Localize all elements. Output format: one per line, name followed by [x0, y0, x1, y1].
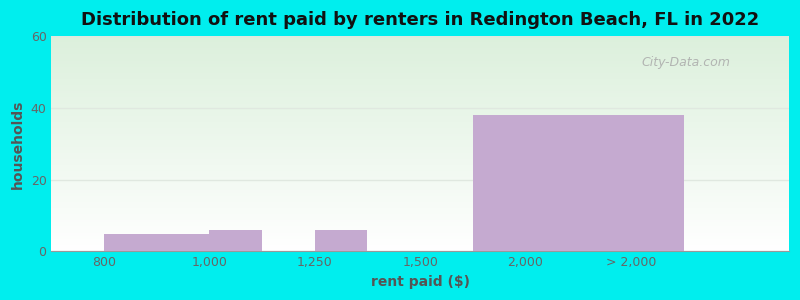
Y-axis label: households: households — [11, 99, 25, 188]
Bar — [104, 233, 210, 251]
X-axis label: rent paid ($): rent paid ($) — [370, 275, 470, 289]
Bar — [473, 115, 683, 251]
Bar — [314, 230, 367, 251]
Title: Distribution of rent paid by renters in Redington Beach, FL in 2022: Distribution of rent paid by renters in … — [81, 11, 759, 29]
Bar — [210, 230, 262, 251]
Text: City-Data.com: City-Data.com — [642, 56, 730, 69]
